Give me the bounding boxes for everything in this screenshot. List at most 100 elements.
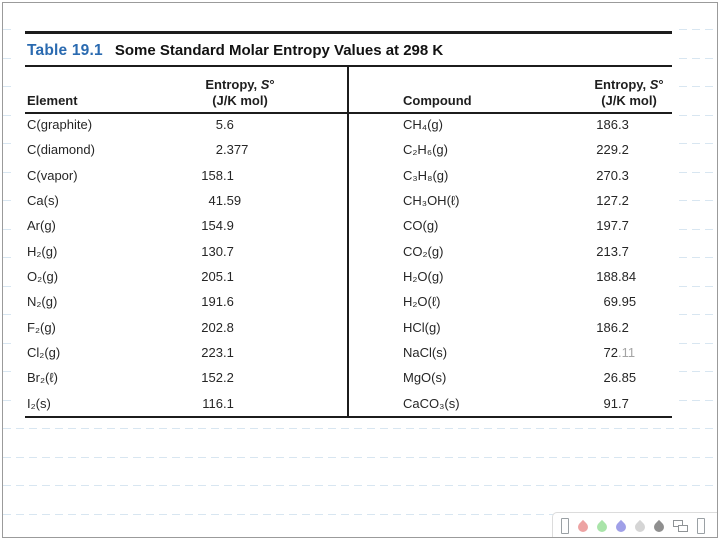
entropy-value-frac: .2 <box>618 319 629 335</box>
pen-color-lightgray-icon[interactable] <box>632 519 648 534</box>
table-row: CH₄(g) 186.3 <box>347 112 672 137</box>
element-name: Ar(g) <box>27 218 56 234</box>
compound-name: H₂O(g) <box>403 269 444 285</box>
entropy-value-frac: .6 <box>223 294 234 310</box>
compound-name: CH₄(g) <box>403 117 443 133</box>
entropy-value-frac: .2 <box>618 142 629 158</box>
element-name: C(graphite) <box>27 117 93 133</box>
pen-color-red-icon[interactable] <box>575 519 591 534</box>
entropy-value-frac: .7 <box>618 395 629 411</box>
entropy-value-int: 26 <box>603 370 618 386</box>
ruled-line <box>3 485 717 486</box>
entropy-unit: (J/K mol) <box>601 92 657 108</box>
entropy-value-int: 229 <box>596 142 618 158</box>
entropy-value-int: 127 <box>596 193 618 209</box>
entropy-value-int: 69 <box>603 294 618 310</box>
entropy-value-frac: .9 <box>223 218 234 234</box>
cascade-windows-icon[interactable] <box>673 519 688 532</box>
entropy-symbol: S <box>649 76 659 92</box>
entropy-value-frac: .2 <box>618 193 629 209</box>
element-name: H₂(g) <box>27 243 58 259</box>
element-name: N₂(g) <box>27 294 58 310</box>
element-name: C(diamond) <box>27 142 95 158</box>
pen-color-gray-icon[interactable] <box>651 519 667 534</box>
column-header-compound: Compound <box>403 93 472 108</box>
entropy-value-int: 223 <box>201 345 223 361</box>
table-row: C₃H₈(g) 270.3 <box>347 163 672 188</box>
entropy-value-int: 72 <box>603 345 618 361</box>
entropy-degree: ° <box>269 76 275 92</box>
slide-thumbnail-icon[interactable] <box>697 517 705 534</box>
caption-divider-rule <box>25 65 672 67</box>
table-row: NaCl(s) 72.11 <box>347 340 672 365</box>
entropy-value-frac: .377 <box>223 142 249 158</box>
table-row: C(graphite) 5.6 <box>25 112 347 137</box>
element-name: C(vapor) <box>27 167 78 183</box>
compound-name: MgO(s) <box>403 370 447 386</box>
element-rows: C(graphite) 5.6 C(diamond) 2.377 C(vapor) 158… <box>25 112 347 416</box>
entropy-value-frac: .85 <box>618 370 637 386</box>
slide-page-icon[interactable] <box>561 517 569 534</box>
pen-color-green-icon[interactable] <box>594 519 610 534</box>
table-row: O₂(g) 205.1 <box>25 264 347 289</box>
table-row: CO₂(g) 213.7 <box>347 239 672 264</box>
entropy-value-int: 2 <box>215 142 223 158</box>
table-row: C₂H₆(g) 229.2 <box>347 137 672 162</box>
compound-rows: CH₄(g) 186.3 C₂H₆(g) 229.2 C₃H₈(g) 270.3 CH₃OH… <box>347 112 672 416</box>
ruled-line <box>3 428 717 429</box>
entropy-value-int: 270 <box>596 167 618 183</box>
entropy-value-frac: .1 <box>223 167 234 183</box>
compound-name: CaCO₃(s) <box>403 395 460 411</box>
entropy-value-frac: .2 <box>223 370 234 386</box>
table-header-row: Element Entropy, S° (J/K mol) Compound E… <box>14 66 676 112</box>
entropy-value-frac: .84 <box>618 269 637 285</box>
ruled-line <box>3 456 717 458</box>
header-divider-rule <box>25 112 672 114</box>
compound-name: NaCl(s) <box>403 345 448 361</box>
column-divider-rule <box>347 65 349 416</box>
table-title: Some Standard Molar Entropy Values at 29… <box>114 42 444 59</box>
entropy-value-frac: .11 <box>618 345 636 361</box>
entropy-value-frac: .1 <box>223 395 234 411</box>
table-top-rule <box>25 31 672 34</box>
table-row: HCl(g) 186.2 <box>347 315 672 340</box>
entropy-value-int: 202 <box>201 319 223 335</box>
element-name: Br₂(ℓ) <box>27 370 58 386</box>
table-row: Cl₂(g) 223.1 <box>25 340 347 365</box>
entropy-value-frac: .95 <box>618 294 637 310</box>
entropy-value-int: 186 <box>596 319 618 335</box>
pen-color-blue-icon[interactable] <box>613 519 629 534</box>
entropy-value-frac: .8 <box>223 319 234 335</box>
table-row: I₂(s) 116.1 <box>25 391 347 416</box>
entropy-value-int: 154 <box>201 218 223 234</box>
entropy-value-int: 188 <box>596 269 618 285</box>
table-row: CaCO₃(s) 91.7 <box>347 391 672 416</box>
compound-name: C₂H₆(g) <box>403 142 448 158</box>
entropy-value-int: 91 <box>603 395 618 411</box>
table-row: C(diamond) 2.377 <box>25 137 347 162</box>
table-row: Ar(g) 154.9 <box>25 213 347 238</box>
table-bottom-rule <box>25 416 672 419</box>
entropy-value-int: 191 <box>201 294 223 310</box>
entropy-degree: ° <box>658 76 664 92</box>
element-name: Cl₂(g) <box>27 345 61 361</box>
table-number: Table 19.1 <box>27 42 103 59</box>
entropy-value-int: 41 <box>208 193 223 209</box>
entropy-value-frac: .1 <box>223 269 234 285</box>
table-row: MgO(s) 26.85 <box>347 365 672 390</box>
column-header-entropy-right: Entropy, S° (J/K mol) <box>529 77 720 110</box>
element-name: Ca(s) <box>27 193 59 209</box>
entropy-word: Entropy, <box>594 76 650 92</box>
table-row: Br₂(ℓ) 152.2 <box>25 365 347 390</box>
column-header-element: Element <box>27 93 78 108</box>
ruled-line <box>3 513 717 515</box>
column-header-entropy-left: Entropy, S° (J/K mol) <box>140 77 340 110</box>
compound-name: H₂O(ℓ) <box>403 294 441 310</box>
compound-name: CO₂(g) <box>403 243 444 259</box>
entropy-value-frac: .6 <box>223 117 234 133</box>
entropy-value-int: 197 <box>596 218 618 234</box>
entropy-value-int: 5 <box>215 117 223 133</box>
element-name: O₂(g) <box>27 269 59 285</box>
entropy-value-frac: .3 <box>618 167 629 183</box>
entropy-value-frac: .7 <box>618 243 629 259</box>
